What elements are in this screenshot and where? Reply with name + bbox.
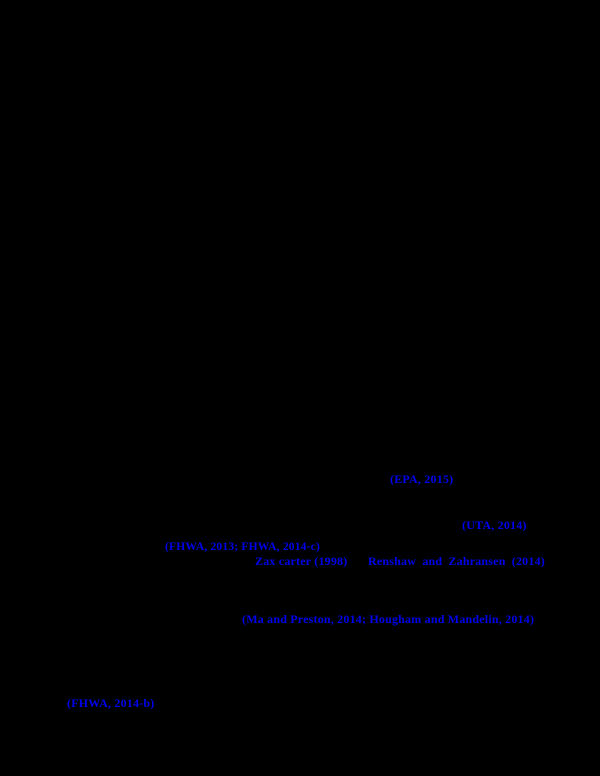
citation-link[interactable]: (EPA, 2015) (390, 472, 454, 486)
citation-link[interactable]: Renshaw and Zahransen (2014) (368, 554, 545, 568)
citation-link[interactable]: (Ma and Preston, 2014; Hougham and Mande… (242, 612, 535, 626)
citation-link[interactable]: (FHWA, 2014-b) (67, 696, 155, 710)
citation-link[interactable]: (UTA, 2014) (462, 518, 527, 532)
citation-link[interactable]: Zax carter (1998) (255, 554, 348, 568)
citation-link[interactable]: (FHWA, 2013; FHWA, 2014-c) (165, 541, 320, 553)
